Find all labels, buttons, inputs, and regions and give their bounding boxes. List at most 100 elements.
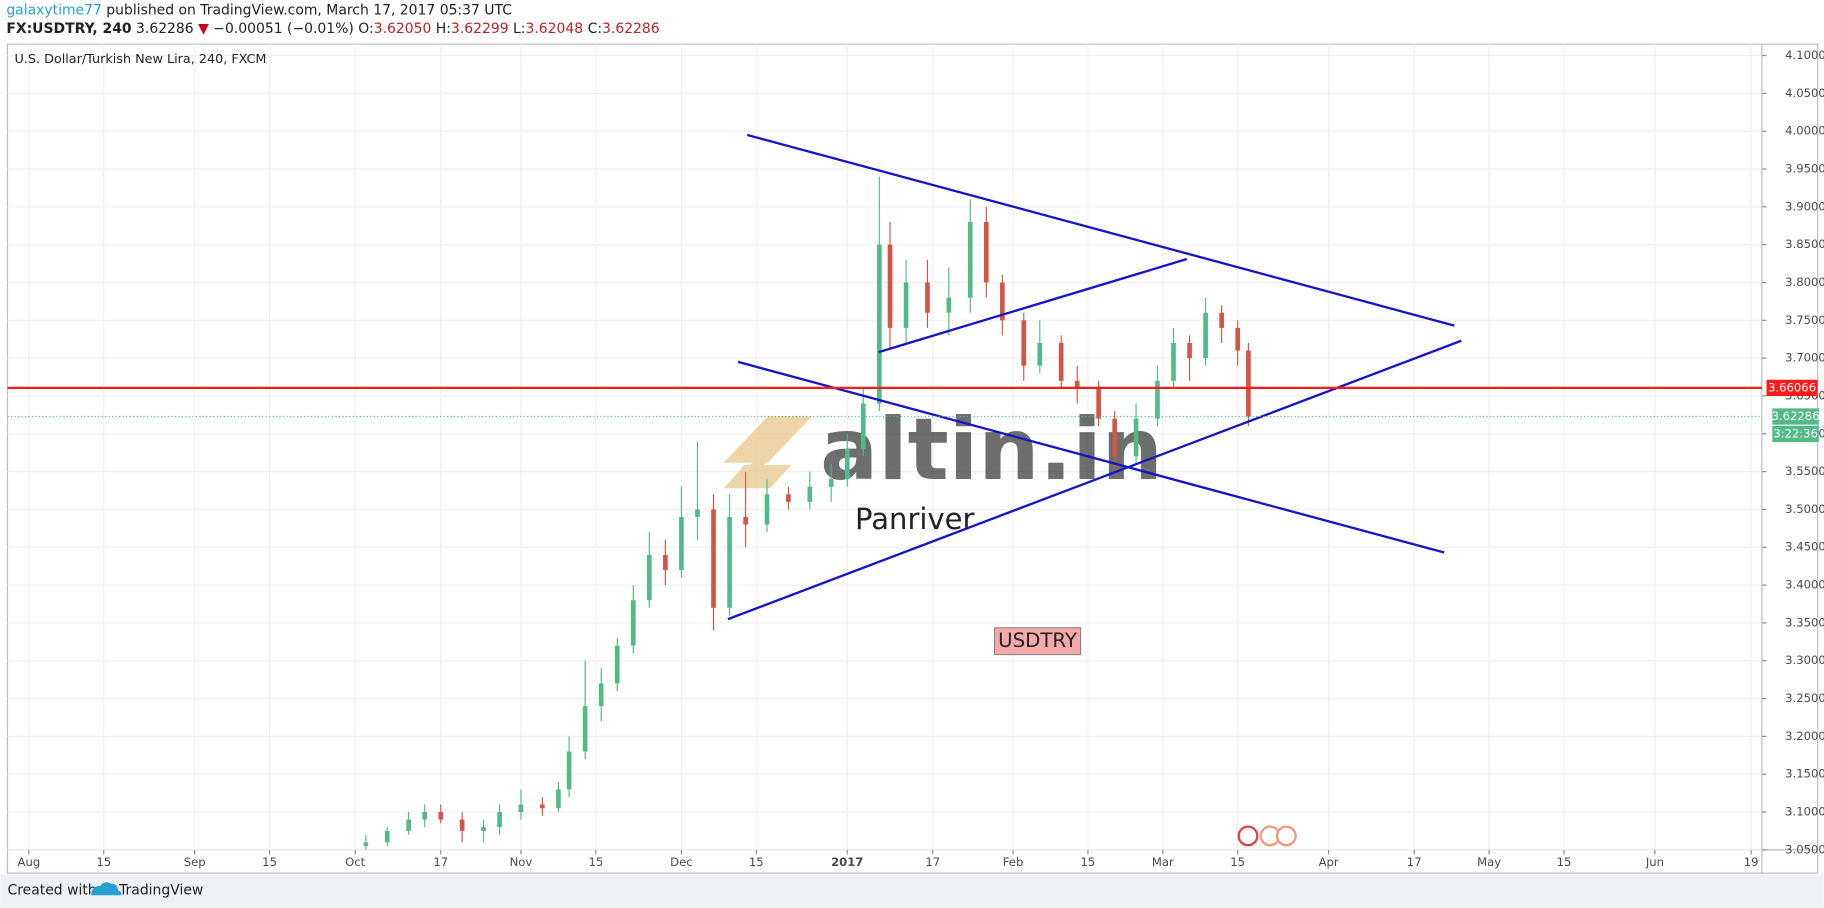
candle-body (422, 812, 428, 820)
candle-body (877, 244, 882, 404)
candle-body (1187, 343, 1192, 359)
y-tick-label: 3.10000 (1785, 805, 1824, 819)
footer-bar (0, 874, 1824, 908)
candle-body (363, 842, 369, 847)
c-value: 3.62286 (602, 21, 660, 37)
o-value: 3.62050 (374, 21, 432, 37)
candle-body (518, 804, 524, 813)
hline-price-label: 3.66066 (1768, 380, 1816, 394)
candle-body (663, 554, 668, 570)
event-icon[interactable] (1237, 825, 1259, 847)
candle-body (1037, 343, 1043, 366)
candle-body (459, 819, 465, 831)
candle-body (946, 297, 952, 313)
y-tick-label: 3.40000 (1785, 578, 1824, 592)
x-tick-label: 17 (433, 855, 448, 869)
x-tick-label: 15 (262, 855, 277, 869)
x-tick-label: May (1477, 855, 1501, 869)
l-value: 3.62048 (526, 21, 584, 37)
candle-body (711, 509, 716, 608)
quote-line: FX:USDTRY, 240 3.62286 ▼ −0.00051 (−0.01… (6, 21, 659, 37)
trend-line (737, 360, 1445, 554)
c-label: C: (588, 21, 602, 37)
candle-body (695, 509, 700, 518)
candle-body (1155, 380, 1160, 419)
candle-body (1074, 380, 1080, 389)
change: −0.00051 (−0.01%) (213, 21, 354, 37)
last-price-label: 3.62286 (1772, 409, 1820, 423)
candle-body (497, 812, 502, 828)
candle-body (384, 830, 390, 843)
x-tick-label: 15 (1230, 855, 1245, 869)
x-tick-label: 15 (96, 855, 111, 869)
candle-body (614, 645, 620, 684)
candle-body (1112, 418, 1117, 457)
brand-logo (91, 882, 122, 896)
author[interactable]: galaxytime77 (6, 2, 102, 18)
candle-body (860, 403, 866, 449)
y-tick-label: 3.80000 (1785, 275, 1824, 289)
candle-body (1219, 312, 1224, 328)
footer-brand[interactable]: TradingView (118, 883, 203, 899)
annotation: USDTRY (998, 629, 1078, 652)
candle-body (1235, 327, 1241, 351)
candle-body (983, 221, 989, 283)
x-tick-label: Feb (1003, 855, 1024, 869)
last-price-tag (1772, 408, 1819, 425)
chart-frame (6, 43, 1819, 874)
y-tick-label: 3.30000 (1785, 653, 1824, 667)
annotation-box (993, 627, 1082, 656)
h-label: H: (436, 21, 451, 37)
candle-body (556, 789, 561, 809)
y-tick-label: 3.85000 (1785, 237, 1824, 251)
candle-body (807, 486, 813, 502)
trend-line (746, 133, 1455, 327)
x-tick-label: Oct (345, 855, 366, 869)
candle-body (481, 827, 486, 831)
x-tick-label: Apr (1319, 855, 1339, 869)
candle-body (828, 479, 834, 487)
x-tick-label: Jun (1645, 855, 1664, 869)
candle-body (786, 494, 791, 502)
o-label: O: (358, 21, 373, 37)
x-tick-label: 15 (1081, 855, 1096, 869)
down-arrow: ▼ (198, 21, 209, 37)
candle-body (1058, 343, 1064, 381)
y-tick-label: 3.15000 (1785, 767, 1824, 781)
y-tick-label: 3.05000 (1785, 842, 1824, 856)
event-icon[interactable] (1275, 825, 1297, 847)
candle-body (1246, 350, 1251, 417)
plot (7, 133, 1762, 850)
y-tick-label: 3.20000 (1785, 729, 1824, 743)
x-tick-label: Nov (510, 855, 533, 869)
hline-price-tag (1766, 379, 1818, 397)
candle-body (438, 812, 444, 820)
candle-body (967, 221, 973, 298)
candle-body (540, 804, 545, 809)
candle-body (925, 282, 930, 313)
candle-body (1133, 418, 1139, 457)
candle-body (582, 706, 588, 752)
candle-body (764, 494, 770, 525)
candle-body (887, 244, 893, 328)
watermark-sub: Panriver (855, 502, 974, 536)
candle-body (647, 554, 652, 601)
x-tick-label: 15 (588, 855, 603, 869)
l-label: L: (513, 21, 525, 37)
candle-body (743, 517, 748, 525)
x-tick-label: 2017 (831, 855, 863, 869)
x-tick-label: 15 (749, 855, 764, 869)
x-tick-label: Dec (670, 855, 692, 869)
x-tick-label: 17 (925, 855, 940, 869)
footer-created: Created with (7, 883, 96, 899)
x-tick-label: 19 (1744, 855, 1759, 869)
candle-body (1171, 343, 1176, 381)
h-value: 3.62299 (451, 21, 509, 37)
y-tick-label: 3.70000 (1785, 351, 1824, 365)
candle-body (406, 819, 411, 831)
y-tick-label: 3.50000 (1785, 502, 1824, 516)
x-tick-label: Aug (18, 855, 41, 869)
candle-body (1203, 312, 1208, 359)
x-tick-label: 15 (1557, 855, 1572, 869)
